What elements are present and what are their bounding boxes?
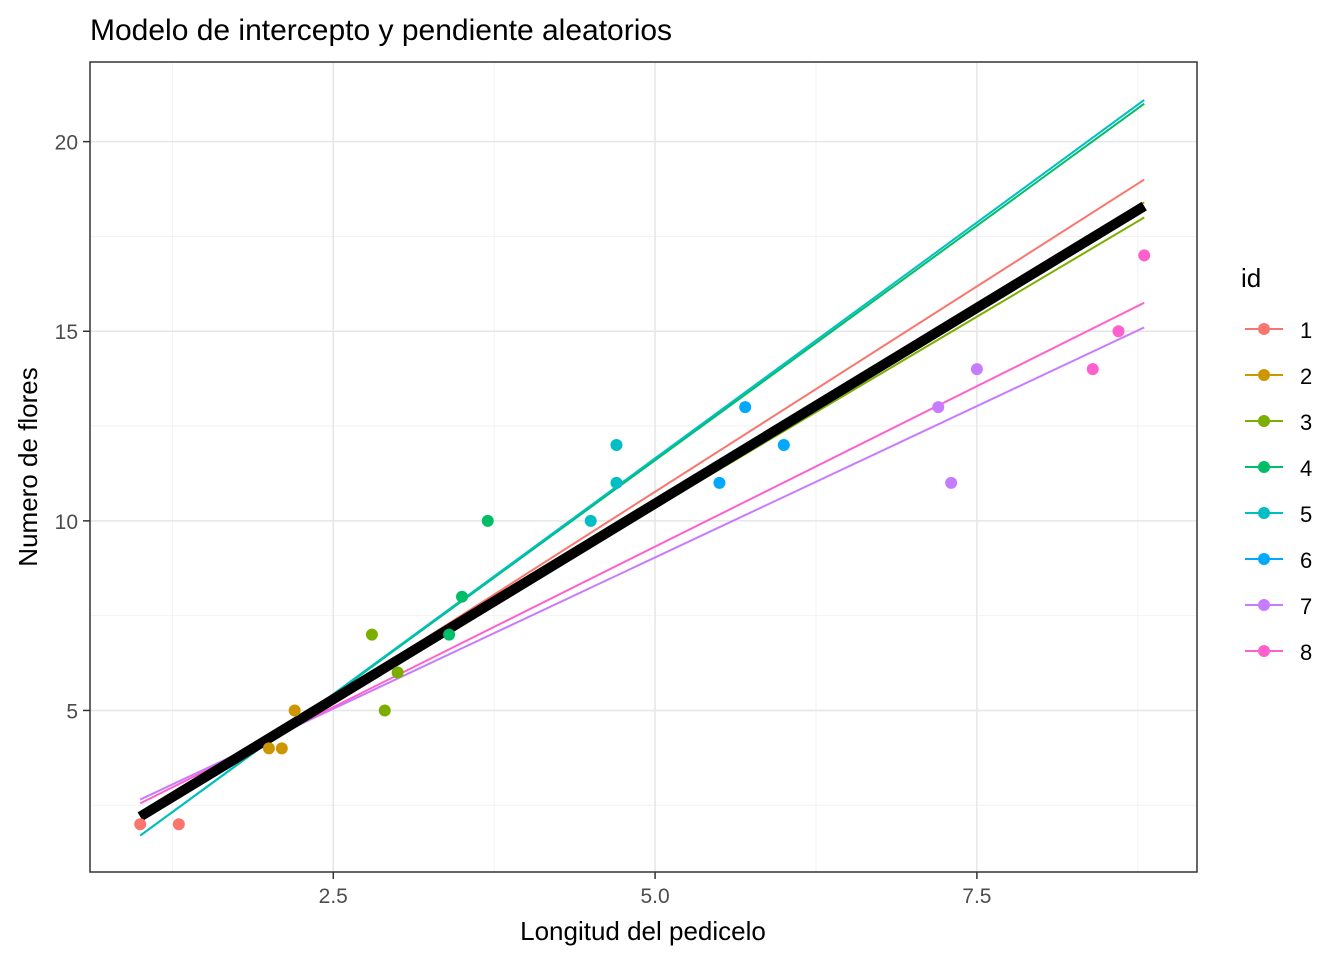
- legend-item-4: 4: [1245, 456, 1312, 481]
- legend-label: 4: [1300, 456, 1312, 481]
- legend-key-point: [1258, 323, 1270, 335]
- point-id-7: [945, 476, 958, 489]
- x-tick-label: 7.5: [962, 885, 991, 908]
- point-id-3: [391, 666, 404, 679]
- fixed-effect-line: [137, 201, 1147, 821]
- point-id-4: [443, 628, 456, 641]
- legend-title: id: [1241, 263, 1261, 293]
- legend-key-point: [1258, 553, 1270, 565]
- point-id-1: [134, 818, 147, 831]
- legend-item-2: 2: [1245, 364, 1312, 389]
- point-id-7: [932, 401, 945, 414]
- axes: 2.5 5.0 7.5 5 10 15 20: [55, 132, 992, 908]
- legend-key-point: [1258, 461, 1270, 473]
- point-id-3: [365, 628, 378, 641]
- point-id-5: [610, 439, 623, 452]
- legend-label: 8: [1300, 640, 1312, 665]
- legend-key-point: [1258, 369, 1270, 381]
- y-tick-label: 10: [55, 511, 78, 534]
- x-tick-label: 5.0: [640, 885, 669, 908]
- plot-border: [89, 61, 1198, 873]
- legend-label: 3: [1300, 410, 1312, 435]
- point-id-2: [275, 742, 288, 755]
- legend-key-point: [1258, 645, 1270, 657]
- x-tick-label: 2.5: [319, 885, 348, 908]
- legend-label: 5: [1300, 502, 1312, 527]
- legend-label: 7: [1300, 594, 1312, 619]
- legend-key-point: [1258, 507, 1270, 519]
- y-axis-label: Numero de flores: [13, 367, 43, 566]
- point-id-2: [288, 704, 301, 717]
- legend-key-point: [1258, 599, 1270, 611]
- chart-title: Modelo de intercepto y pendiente aleator…: [90, 14, 672, 47]
- x-axis-label: Longitud del pedicelo: [520, 916, 766, 946]
- point-id-3: [378, 704, 391, 717]
- point-id-1: [172, 818, 185, 831]
- legend-item-7: 7: [1245, 594, 1312, 619]
- legend-label: 6: [1300, 548, 1312, 573]
- point-id-6: [777, 439, 790, 452]
- point-id-4: [456, 590, 469, 603]
- legend-item-5: 5: [1245, 502, 1312, 527]
- legend-item-3: 3: [1245, 410, 1312, 435]
- legend: 1 2 3 4 5 6 7 8: [1245, 318, 1312, 665]
- y-tick-label: 15: [55, 321, 78, 344]
- legend-item-1: 1: [1245, 318, 1312, 343]
- point-id-5: [584, 514, 597, 527]
- point-id-8: [1138, 249, 1151, 262]
- point-id-2: [262, 742, 275, 755]
- legend-item-8: 8: [1245, 640, 1312, 665]
- y-tick-label: 20: [55, 132, 78, 155]
- series-lines: [137, 99, 1147, 837]
- point-id-5: [610, 476, 623, 489]
- point-id-7: [970, 363, 983, 376]
- legend-label: 1: [1300, 318, 1312, 343]
- point-id-8: [1112, 325, 1125, 338]
- series-points: [134, 249, 1151, 831]
- y-tick-label: 5: [66, 700, 78, 723]
- grid: [90, 62, 1197, 872]
- legend-item-6: 6: [1245, 548, 1312, 573]
- legend-key-point: [1258, 415, 1270, 427]
- point-id-6: [713, 476, 726, 489]
- point-id-6: [739, 401, 752, 414]
- legend-label: 2: [1300, 364, 1312, 389]
- point-id-4: [481, 514, 494, 527]
- point-id-8: [1086, 363, 1099, 376]
